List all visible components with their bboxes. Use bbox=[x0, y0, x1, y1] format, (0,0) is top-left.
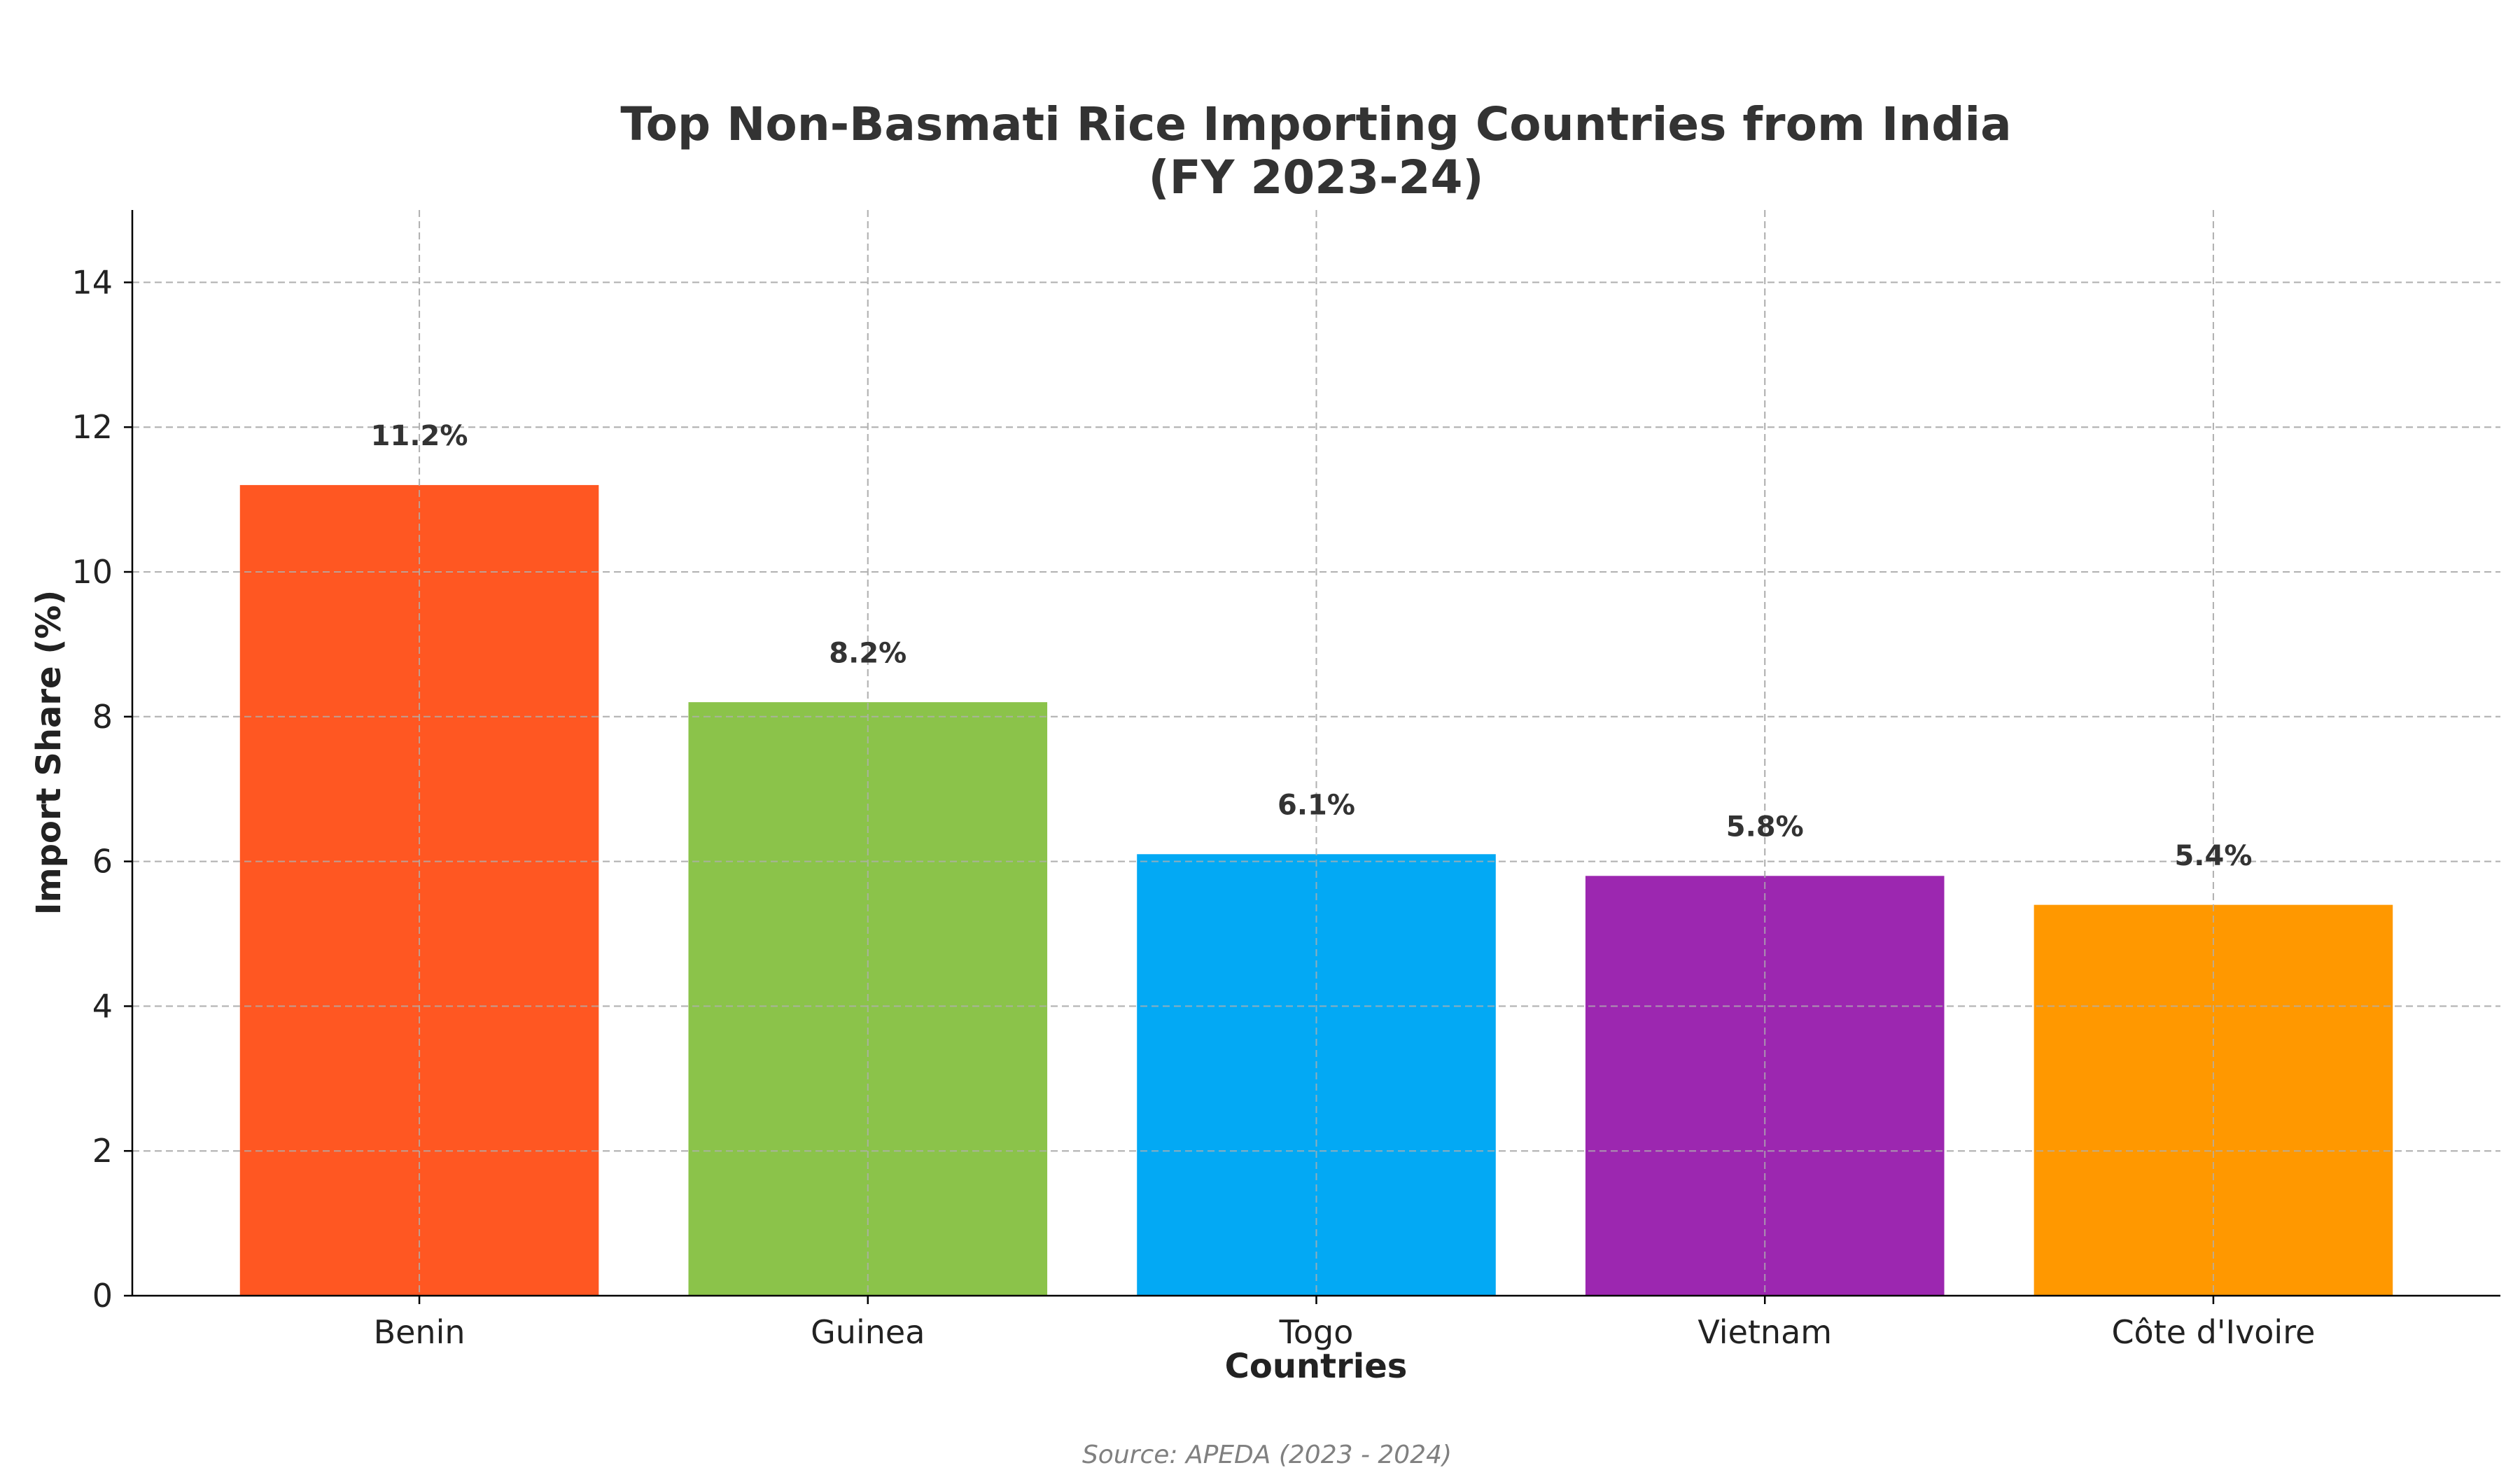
y-tick-label: 10 bbox=[71, 553, 113, 591]
x-tick-label: Togo bbox=[1279, 1313, 1354, 1351]
x-tick-label: Vietnam bbox=[1698, 1313, 1832, 1351]
data-label: 6.1% bbox=[1278, 789, 1355, 821]
chart-subtitle: (FY 2023-24) bbox=[1148, 150, 1483, 204]
data-label: 5.4% bbox=[2174, 840, 2252, 872]
y-tick-label: 14 bbox=[71, 263, 113, 301]
data-labels: 11.2% 8.2% 6.1% 5.8% 5.4% bbox=[371, 420, 2253, 872]
data-label: 11.2% bbox=[371, 420, 468, 452]
x-tick-label: Benin bbox=[374, 1313, 465, 1351]
y-tick-label: 4 bbox=[92, 987, 113, 1025]
x-tick-label: Côte d'Ivoire bbox=[2111, 1313, 2315, 1351]
axes: 0 2 4 6 8 10 12 14 Benin Guinea Togo Vietnam Côte d'… bbox=[71, 210, 2500, 1351]
x-tick-label: Guinea bbox=[811, 1313, 925, 1351]
source-note: Source: APEDA (2023 - 2024) bbox=[1082, 1441, 1452, 1469]
y-tick-label: 6 bbox=[92, 843, 113, 881]
y-axis-label: Import Share (%) bbox=[29, 590, 69, 916]
y-tick-label: 12 bbox=[71, 408, 113, 446]
y-tick-label: 2 bbox=[92, 1132, 113, 1170]
chart-title: Top Non-Basmati Rice Importing Countries… bbox=[620, 97, 2011, 151]
data-label: 5.8% bbox=[1726, 811, 1804, 843]
y-tick-label: 8 bbox=[92, 698, 113, 736]
x-axis-label: Countries bbox=[1225, 1347, 1408, 1386]
y-tick-label: 0 bbox=[92, 1277, 113, 1315]
data-label: 8.2% bbox=[829, 637, 906, 669]
